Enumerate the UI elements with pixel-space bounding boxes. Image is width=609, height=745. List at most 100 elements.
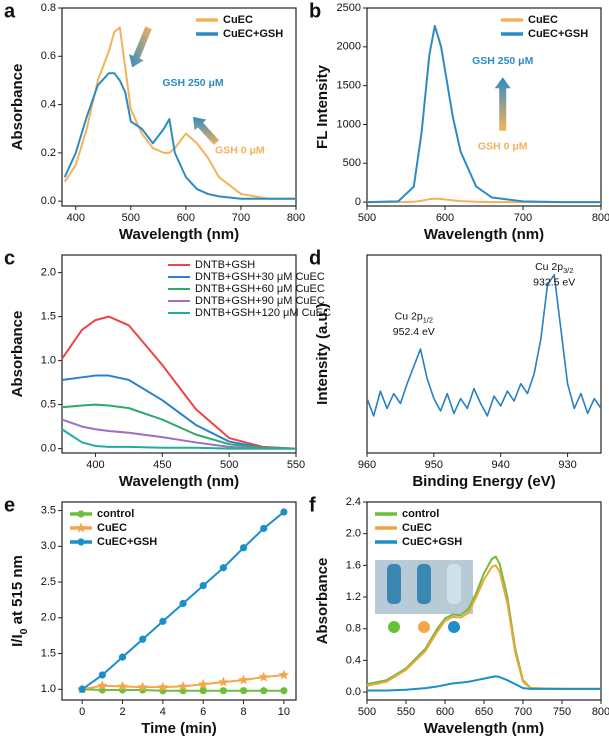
marker [199,582,207,590]
legend-label: CuEC+GSH [528,28,588,40]
x-axis-label: Wavelength (nm) [424,226,544,243]
marker [239,687,248,695]
y-axis-label: Absorbance [9,311,26,398]
x-tick-label: 500 [358,706,376,718]
x-axis-label: Time (min) [141,720,217,737]
legend-label: control [97,508,134,520]
x-tick-label: 750 [553,706,571,718]
y-tick-label: 2500 [337,2,361,14]
x-tick-label: 650 [475,706,493,718]
legend-label: CuEC [528,14,558,26]
y-tick-label: 2.5 [41,576,56,588]
series-line [61,403,297,450]
x-tick-label: 700 [514,706,532,718]
series-line [61,315,297,450]
marker [278,669,290,680]
arrow [129,26,152,68]
y-tick-label: 2.0 [41,267,56,279]
legend-label: DNTB+GSH+90 μM CuEC [195,295,325,307]
y-tick-label: 2.0 [346,528,361,540]
x-tick-label: 8 [240,706,246,718]
y-tick-label: 3.0 [41,540,56,552]
y-tick-label: 1000 [337,118,361,130]
marker [177,680,189,691]
x-tick-label: 0 [79,706,85,718]
inset-dot [448,621,460,633]
marker [78,685,86,693]
annotation: GSH 250 μM [472,55,534,67]
series-line [63,26,296,200]
y-tick-label: 500 [343,157,361,169]
y-tick-label: 0.5 [41,399,56,411]
marker [199,687,207,695]
plot-frame [61,254,297,454]
x-tick-label: 800 [287,212,305,224]
y-tick-label: 2.0 [41,612,56,624]
marker [179,599,187,608]
y-axis-label: Intensity (a.u.) [314,303,331,405]
marker [260,687,268,695]
y-tick-label: 0.0 [346,686,361,698]
x-tick-label: 450 [153,459,171,471]
panel-letter: f [309,494,316,516]
annotation: Cu 2p1/2 [395,310,433,325]
annotation: GSH 0 μM [478,140,528,152]
series-line [367,675,601,692]
x-tick-label: 500 [358,212,376,224]
series-line [367,197,601,204]
legend-label: DNTB+GSH [195,259,255,271]
legend-label: CuEC+GSH [97,536,157,548]
annotation: GSH 0 μM [215,144,265,156]
series-line [366,274,602,417]
y-tick-label: 2.4 [346,496,361,508]
x-tick-label: 6 [200,706,206,718]
marker [117,680,128,691]
legend-label: CuEC [402,522,432,534]
series-line [61,418,296,450]
marker [98,671,106,679]
x-tick-label: 700 [514,212,532,224]
marker [238,674,249,685]
legend-label: DNTB+GSH+120 μM CuEC [195,307,331,319]
x-tick-label: 800 [592,706,609,718]
y-tick-label: 0.0 [41,443,56,455]
x-tick-label: 500 [122,212,140,224]
marker [139,635,147,643]
marker [280,508,288,516]
plot-frame [61,7,297,207]
marker [157,681,169,692]
legend-label: DNTB+GSH+30 μM CuEC [195,271,325,283]
y-tick-label: 1.0 [41,683,56,695]
inset-tube [417,564,431,604]
marker [280,687,288,695]
y-axis-label: Absorbance [9,64,26,151]
panel-letter: e [4,494,15,516]
marker [137,681,148,692]
x-tick-label: 400 [67,212,85,224]
x-axis-label: Wavelength (nm) [424,720,544,737]
y-tick-label: 1.5 [41,647,56,659]
marker [118,653,127,661]
x-tick-label: 700 [232,212,250,224]
inset-dot [388,621,400,633]
inset-tube [387,564,401,604]
inset-tube [447,564,461,604]
annotation: 952.4 eV [393,326,435,338]
series-line [61,374,297,450]
x-tick-label: 950 [425,459,443,471]
legend-label: control [402,508,439,520]
series-line [61,428,296,450]
marker [218,676,229,687]
x-tick-label: 4 [160,706,166,718]
legend-label: CuEC+GSH [402,536,462,548]
y-axis-label: I/I0 at 515 nm [9,555,30,647]
series-line [366,24,601,204]
y-tick-label: 1.5 [41,311,56,323]
y-axis-label-rest: at 515 nm [9,555,26,628]
x-axis-label: Wavelength (nm) [119,473,239,490]
x-tick-label: 10 [278,706,290,718]
annotation-text: Cu 2p [395,310,423,322]
y-axis-label: Absorbance [314,558,331,645]
